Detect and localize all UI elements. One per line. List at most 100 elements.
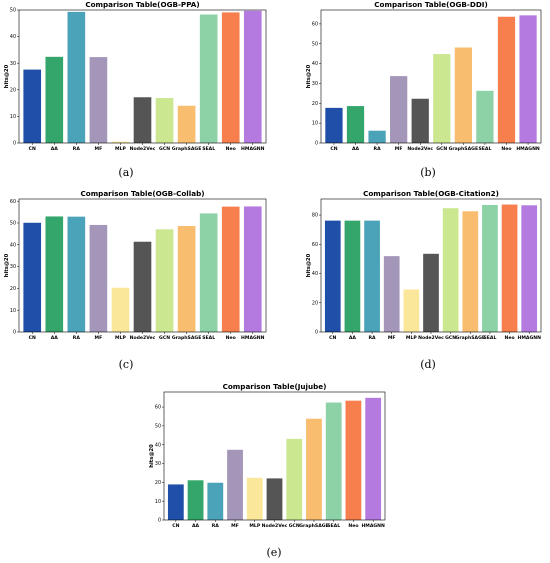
bar-graphsage: [454, 47, 472, 143]
bar-node2vec: [133, 97, 152, 143]
bar-ra: [207, 482, 224, 520]
x-tick-label: AA: [352, 146, 360, 152]
x-tick-label: HMAGNN: [516, 146, 540, 152]
bar-hmagnn: [519, 15, 537, 143]
bar-graphsage: [177, 226, 196, 332]
y-tick-label: 0: [13, 330, 16, 336]
x-tick-label: HMAGNN: [241, 335, 265, 341]
bar-hmagnn: [243, 206, 262, 332]
bar-cn: [23, 69, 42, 143]
x-tick-label: Node2Vec: [130, 146, 156, 152]
x-tick-label: SEAL: [202, 335, 215, 341]
bar-mlp: [111, 287, 130, 332]
bar-ra: [364, 220, 380, 332]
x-tick-label: HMAGNN: [361, 523, 385, 529]
x-tick-label: AA: [192, 523, 200, 529]
bar-seal: [482, 204, 498, 332]
y-axis-label: hits@20: [4, 253, 10, 277]
panel-caption: (e): [266, 546, 281, 559]
y-axis-label: hits@20: [4, 64, 10, 88]
bar-seal: [199, 14, 218, 143]
panel-caption: (c): [119, 358, 134, 371]
plot-frame: [320, 198, 542, 333]
y-tick-label: 40: [312, 271, 318, 277]
bar-aa: [187, 480, 204, 520]
bar-graphsage: [177, 105, 196, 143]
x-tick-label: Node2Vec: [418, 335, 444, 341]
bar-seal: [476, 90, 494, 143]
x-tick-label: GraphSAGE: [172, 335, 201, 341]
bar-neo: [221, 206, 240, 332]
y-tick-label: 60: [312, 242, 318, 248]
y-tick-label: 40: [312, 61, 318, 67]
x-tick-label: AA: [51, 146, 59, 152]
chart-d: Comparison Table(OGB-Citation2) hits@20 0 2…: [306, 189, 542, 371]
x-tick-label: GCN: [289, 523, 300, 529]
bar-ra: [67, 11, 86, 143]
bar-mf: [390, 76, 408, 143]
x-tick-label: CN: [330, 146, 337, 152]
x-tick-label: GraphSAGE: [456, 335, 485, 341]
y-axis-label: hits@20: [306, 64, 312, 88]
bar-aa: [45, 56, 64, 143]
x-tick-label: GCN: [159, 146, 170, 152]
x-tick-label: MF: [395, 146, 403, 152]
x-tick-label: Neo: [226, 146, 236, 152]
x-tick-label: Neo: [505, 335, 515, 341]
y-tick-label: 50: [10, 221, 16, 227]
chart-title: Comparison Table(OGB-PPA): [85, 0, 199, 9]
bar-graphsage: [306, 418, 322, 520]
plot-frame: [163, 391, 386, 521]
bar-cn: [23, 222, 42, 332]
chart-b: Comparison Table(OGB-DDI) hits@20 0 10 20 30 4…: [306, 0, 542, 179]
bar-node2vec: [133, 241, 152, 332]
y-tick-label: 50: [155, 423, 161, 429]
plot-frame: [320, 9, 542, 144]
x-tick-label: SEAL: [478, 146, 491, 152]
x-tick-label: AA: [51, 335, 59, 341]
y-tick-label: 20: [312, 101, 318, 107]
panel-caption: (a): [118, 166, 133, 179]
y-tick-label: 10: [155, 499, 161, 505]
x-tick-label: CN: [172, 523, 179, 529]
chart-title: Comparison Table(Jujube): [223, 382, 327, 391]
chart-title: Comparison Table(OGB-Citation2): [363, 189, 499, 198]
bar-node2vec: [411, 98, 429, 143]
bar-gcn: [442, 208, 459, 332]
y-tick-label: 40: [10, 34, 16, 40]
x-tick-label: Neo: [348, 523, 358, 529]
y-axis-label: hits@20: [306, 253, 312, 277]
x-tick-label: MLP: [249, 523, 260, 529]
x-tick-label: HMAGNN: [241, 146, 265, 152]
x-tick-label: SEAL: [327, 523, 340, 529]
bar-cn: [325, 107, 343, 143]
x-tick-label: CN: [29, 335, 36, 341]
bar-ra: [368, 130, 386, 143]
bar-mf: [383, 256, 400, 332]
x-tick-label: RA: [369, 335, 377, 341]
y-tick-label: 30: [10, 61, 16, 67]
x-tick-label: GCN: [159, 335, 170, 341]
x-tick-label: GraphSAGE: [172, 146, 201, 152]
bar-cn: [324, 220, 341, 332]
y-tick-label: 20: [10, 87, 16, 93]
bar-node2vec: [266, 478, 283, 520]
chart-a: Comparison Table(OGB-PPA) hits@20 0 10 20 30 4…: [4, 0, 267, 179]
x-tick-label: GCN: [436, 146, 447, 152]
bar-mf: [227, 449, 243, 520]
bar-gcn: [155, 229, 174, 332]
chart-title: Comparison Table(OGB-Collab): [80, 189, 204, 198]
y-tick-label: 40: [155, 442, 161, 448]
x-tick-label: Neo: [226, 335, 236, 341]
y-tick-label: 20: [155, 480, 161, 486]
x-tick-label: RA: [73, 335, 81, 341]
bar-mf: [89, 57, 108, 143]
x-tick-label: Neo: [501, 146, 511, 152]
x-tick-label: Node2Vec: [262, 523, 288, 529]
bar-node2vec: [423, 253, 439, 332]
x-tick-label: RA: [212, 523, 220, 529]
x-tick-label: GraphSAGE: [299, 523, 328, 529]
bar-aa: [344, 220, 361, 332]
bar-mlp: [246, 477, 263, 520]
y-tick-label: 60: [312, 21, 318, 27]
